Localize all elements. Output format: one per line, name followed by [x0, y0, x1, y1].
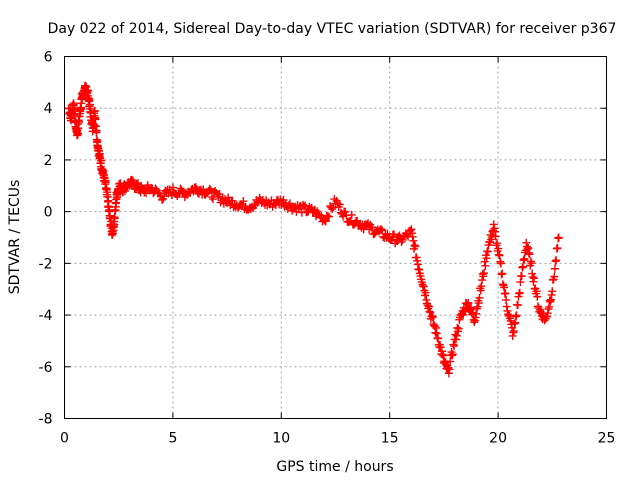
data-point — [347, 210, 356, 219]
x-tick-label: 15 — [381, 431, 399, 447]
y-tick-label: -8 — [39, 412, 53, 428]
data-point — [530, 274, 539, 283]
data-point — [515, 288, 524, 297]
data-point — [498, 269, 507, 278]
data-point — [301, 201, 310, 210]
data-point — [84, 86, 93, 95]
y-axis-label: SDTVAR / TECUs — [7, 180, 23, 295]
chart-title: Day 022 of 2014, Sidereal Day-to-day VTE… — [48, 21, 617, 37]
data-point — [527, 259, 536, 268]
x-tick-label: 5 — [168, 431, 177, 447]
y-tick-label: 6 — [44, 50, 53, 66]
data-point — [439, 351, 448, 360]
data-point — [509, 327, 518, 336]
data-point — [550, 264, 559, 273]
data-point — [160, 192, 169, 201]
data-point — [97, 156, 106, 165]
data-point — [428, 313, 437, 322]
data-point — [554, 233, 563, 242]
data-point — [215, 189, 224, 198]
data-point — [452, 331, 461, 340]
data-point — [493, 239, 502, 248]
data-point — [553, 244, 562, 253]
data-point — [239, 197, 248, 206]
data-point — [328, 205, 337, 214]
x-tick-label: 25 — [598, 431, 616, 447]
data-point — [335, 200, 344, 209]
x-axis-label: GPS time / hours — [276, 459, 393, 475]
data-point — [320, 216, 329, 225]
data-point — [411, 242, 420, 251]
data-point — [533, 292, 542, 301]
data-point — [548, 287, 557, 296]
y-tick-label: 4 — [44, 101, 53, 117]
data-point — [279, 196, 288, 205]
y-tick-label: -6 — [39, 360, 53, 376]
data-point — [368, 223, 377, 232]
data-point — [151, 184, 160, 193]
data-point — [205, 184, 214, 193]
data-point — [92, 126, 101, 135]
data-point — [191, 183, 200, 192]
data-point — [481, 261, 490, 270]
data-point — [421, 288, 430, 297]
plot-frame — [64, 56, 607, 419]
x-tick-label: 20 — [489, 431, 507, 447]
data-point — [390, 230, 399, 239]
data-point — [436, 343, 445, 352]
data-point — [448, 350, 457, 359]
y-tick-label: -2 — [39, 256, 53, 272]
data-point — [525, 250, 534, 259]
y-tick-label: 2 — [44, 153, 53, 169]
data-point — [501, 289, 510, 298]
x-tick-label: 10 — [272, 431, 290, 447]
y-tick-label: -4 — [39, 308, 53, 324]
data-point — [550, 272, 559, 281]
data-point — [321, 217, 330, 226]
grid-layer — [64, 56, 607, 419]
data-point — [377, 225, 386, 234]
data-point — [512, 311, 521, 320]
data-point — [110, 214, 119, 223]
x-tick-label: 0 — [60, 431, 69, 447]
data-point — [91, 115, 100, 124]
data-point — [496, 259, 505, 268]
data-point — [141, 185, 150, 194]
axis-ticks: 0 5 10 15 20 25 -8 -6 -4 -2 0 2 4 6 — [39, 50, 616, 447]
data-point — [341, 207, 350, 216]
data-point — [324, 212, 333, 221]
data-point — [475, 293, 484, 302]
data-point — [209, 195, 218, 204]
y-tick-label: 0 — [44, 205, 53, 221]
data-point — [491, 232, 500, 241]
data-point — [513, 301, 522, 310]
data-point — [552, 256, 561, 265]
data-point — [480, 269, 489, 278]
data-point — [445, 365, 454, 374]
data-point — [168, 183, 177, 192]
data-series — [64, 81, 563, 378]
data-point — [409, 236, 418, 245]
data-point — [517, 272, 526, 281]
data-point — [90, 106, 99, 115]
data-point — [454, 324, 463, 333]
data-point — [482, 254, 491, 263]
data-point — [228, 196, 237, 205]
